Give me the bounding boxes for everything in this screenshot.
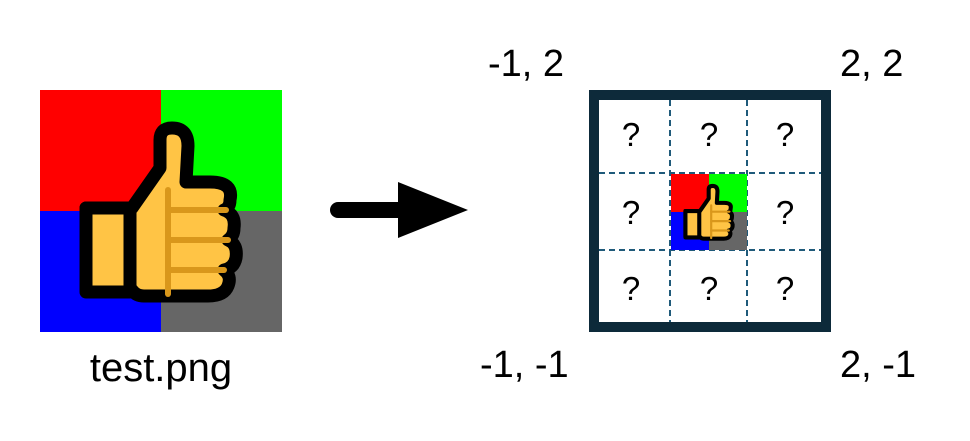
source-image [40,90,282,332]
unknown-cell-r0c1: ? [700,116,718,153]
unknown-cell-r1c0: ? [622,194,640,231]
grid-dividers [589,90,831,332]
unknown-cell-r1c2: ? [776,194,794,231]
unknown-cell-r2c1: ? [700,270,718,307]
small-thumbs-up-icon [683,183,735,241]
unknown-cell-r0c0: ? [622,116,640,153]
grid-border [589,90,831,332]
unknown-cell-r0c2: ? [776,116,794,153]
center-tile-image [671,174,747,250]
thumbs-up-icon [79,121,243,303]
corner-coordinate-bottom-right: 2, -1 [840,344,917,386]
corner-coordinate-top-left: -1, 2 [488,43,565,85]
corner-coordinate-bottom-left: -1, -1 [480,344,569,386]
unknown-cell-r2c0: ? [622,270,640,307]
source-caption: test.png [89,346,233,390]
unknown-cell-r2c2: ? [776,270,794,307]
tile-grid: ? ? ? ? ? ? ? ? [589,90,831,332]
corner-coordinate-top-right: 2, 2 [840,43,904,85]
right-arrow-icon [330,182,470,238]
